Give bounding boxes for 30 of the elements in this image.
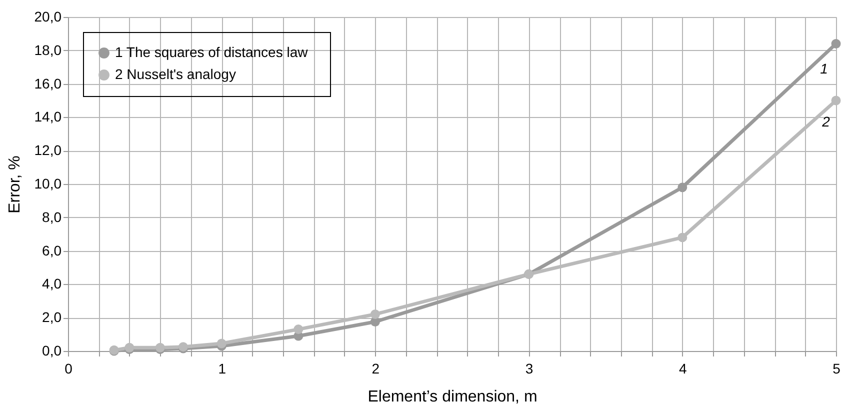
x-tick-label: 3 — [525, 360, 534, 376]
point — [831, 96, 841, 106]
y-tick-label: 2,0 — [42, 309, 62, 326]
x-tick-label: 0 — [64, 360, 73, 376]
legend-label: 1 The squares of distances law — [115, 44, 309, 60]
point — [831, 38, 841, 48]
y-tick-label: 0,0 — [42, 342, 62, 358]
x-tick-label: 2 — [372, 360, 380, 376]
y-axis-title: Error, % — [6, 156, 24, 214]
y-tick-label: 10,0 — [34, 176, 62, 192]
legend-label: 2 Nusselt's analogy — [115, 66, 236, 82]
x-axis-title: Element’s dimension, m — [368, 388, 538, 406]
y-tick-label: 8,0 — [42, 208, 62, 225]
y-tick-label: 20,0 — [34, 8, 62, 24]
point — [370, 310, 380, 319]
y-tick-label: 4,0 — [42, 276, 62, 292]
point — [678, 232, 688, 242]
x-tick-label: 5 — [832, 360, 841, 376]
point — [216, 338, 226, 348]
y-tick-label: 18,0 — [34, 42, 62, 58]
x-tick-label: 4 — [679, 360, 687, 376]
y-tick-label: 6,0 — [42, 242, 62, 258]
annotation: 1 — [820, 60, 828, 77]
annotation: 2 — [821, 114, 830, 130]
point — [294, 324, 304, 334]
y-tick-label: 16,0 — [34, 75, 62, 92]
point — [678, 182, 688, 192]
x-tick-label: 1 — [218, 360, 226, 376]
y-tick-label: 14,0 — [34, 108, 62, 125]
y-tick-label: 12,0 — [34, 142, 62, 158]
